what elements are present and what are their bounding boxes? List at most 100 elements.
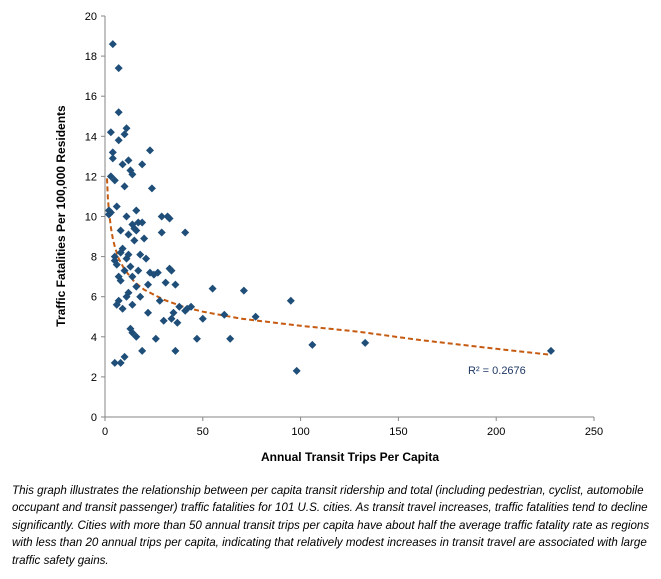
data-point <box>198 314 207 323</box>
data-point <box>108 154 117 163</box>
data-point <box>124 288 133 297</box>
data-point <box>157 212 166 221</box>
data-point <box>226 334 235 343</box>
data-point <box>546 346 555 355</box>
data-point <box>122 292 131 301</box>
data-point <box>120 352 129 361</box>
x-axis-title: Annual Transit Trips Per Capita <box>261 450 439 464</box>
data-point <box>208 284 217 293</box>
data-point <box>151 334 160 343</box>
data-point <box>116 276 125 285</box>
y-tick-label: 0 <box>91 412 97 424</box>
figure-caption: This graph illustrates the relationship … <box>12 484 650 567</box>
x-tick-label: 150 <box>389 426 407 438</box>
y-tick-label: 12 <box>85 171 97 183</box>
data-point <box>292 366 301 375</box>
data-point <box>120 182 129 191</box>
data-point <box>132 332 141 341</box>
x-tick-label: 50 <box>197 426 209 438</box>
data-point <box>122 124 131 133</box>
data-point <box>187 302 196 311</box>
data-point <box>167 314 176 323</box>
data-point <box>286 296 295 305</box>
data-point <box>361 338 370 347</box>
data-point <box>153 268 162 277</box>
y-tick-label: 14 <box>85 131 97 143</box>
x-tick-label: 0 <box>102 426 108 438</box>
data-point <box>171 280 180 289</box>
data-point <box>140 234 149 243</box>
data-point <box>124 230 133 239</box>
r-squared-label: R² = 0.2676 <box>468 365 526 377</box>
data-point <box>112 202 121 211</box>
data-point <box>110 176 119 185</box>
data-point <box>147 184 156 193</box>
data-point <box>106 208 115 217</box>
data-point <box>118 244 127 253</box>
y-tick-label: 2 <box>91 372 97 384</box>
data-point <box>110 252 119 261</box>
y-tick-label: 8 <box>91 252 97 264</box>
data-point <box>181 228 190 237</box>
data-point <box>114 296 123 305</box>
data-point <box>122 212 131 221</box>
data-point <box>145 146 154 155</box>
x-tick-label: 200 <box>487 426 505 438</box>
data-point <box>132 206 141 215</box>
data-point <box>155 296 164 305</box>
data-point <box>130 236 139 245</box>
data-point <box>175 302 184 311</box>
data-point <box>132 226 141 235</box>
trendline-group <box>106 178 552 356</box>
trendline <box>106 178 552 356</box>
y-tick-label: 18 <box>85 51 97 63</box>
data-point <box>124 250 133 259</box>
data-point <box>142 254 151 263</box>
data-point <box>308 340 317 349</box>
data-point <box>108 148 117 157</box>
data-point <box>136 292 145 301</box>
data-point <box>120 130 129 139</box>
y-tick-label: 20 <box>85 11 97 23</box>
data-point <box>134 266 143 275</box>
data-point <box>126 262 135 271</box>
chart-axes <box>101 15 595 421</box>
data-point <box>132 282 141 291</box>
data-point <box>138 346 147 355</box>
y-tick-label: 10 <box>85 212 97 224</box>
data-point <box>157 228 166 237</box>
data-point <box>118 160 127 169</box>
data-point <box>173 318 182 327</box>
data-point <box>114 64 123 73</box>
data-point <box>169 308 178 317</box>
data-point <box>108 40 117 49</box>
data-point <box>239 286 248 295</box>
data-point <box>118 304 127 313</box>
data-point <box>120 266 129 275</box>
data-point <box>116 358 125 367</box>
data-point <box>112 260 121 269</box>
data-point <box>171 346 180 355</box>
data-point <box>138 160 147 169</box>
data-point <box>114 108 123 117</box>
y-tick-label: 6 <box>91 292 97 304</box>
y-axis-title: Traffic Fatalities Per 100,000 Residents <box>54 105 68 327</box>
data-point <box>251 312 260 321</box>
data-point <box>220 310 229 319</box>
data-point <box>144 308 153 317</box>
data-points <box>104 40 555 375</box>
data-point <box>159 316 168 325</box>
data-point <box>144 280 153 289</box>
data-point <box>192 334 201 343</box>
data-point <box>106 128 115 137</box>
data-point <box>110 358 119 367</box>
data-point <box>167 266 176 275</box>
data-point <box>136 250 145 259</box>
data-point <box>138 218 147 227</box>
data-point <box>128 272 137 281</box>
x-tick-label: 100 <box>291 426 309 438</box>
x-tick-label: 250 <box>585 426 603 438</box>
data-point <box>114 136 123 145</box>
